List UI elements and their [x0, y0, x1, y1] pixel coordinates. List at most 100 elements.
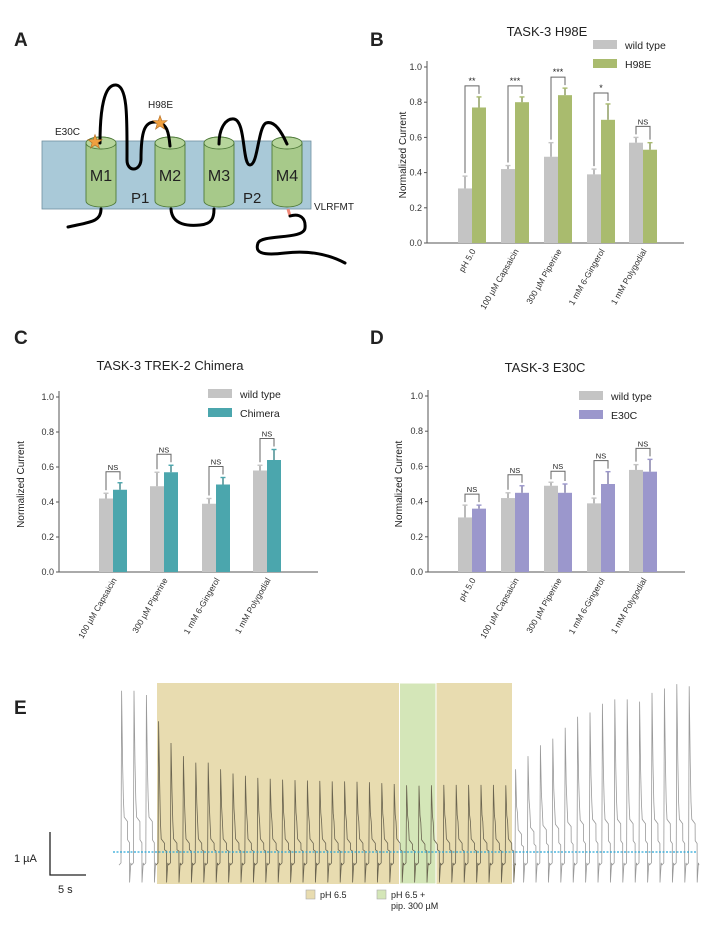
- helix-label-m4: M4: [276, 168, 298, 185]
- current-sweep: [242, 775, 256, 883]
- current-sweep: [267, 778, 281, 883]
- y-tick-label: 0.2: [41, 532, 54, 542]
- current-sweep: [403, 785, 417, 883]
- current-sweep: [155, 721, 169, 883]
- significance-label: NS: [638, 439, 648, 448]
- current-sweep: [490, 784, 504, 883]
- current-sweep: [416, 785, 430, 883]
- legend-swatch-ph65: [305, 889, 316, 900]
- cterm-label: VLRFMT: [314, 202, 354, 213]
- bar-mutant: [643, 149, 657, 243]
- significance-label: NS: [211, 458, 221, 467]
- n-terminus: [66, 207, 103, 229]
- significance-bracket: [635, 125, 651, 140]
- bar-wild-type: [99, 498, 113, 572]
- panel-label-e: E: [14, 698, 27, 719]
- bar-wild-type: [501, 498, 515, 572]
- legend-label: wild type: [624, 40, 666, 52]
- bar-mutant: [472, 508, 486, 572]
- panel-label-b: B: [370, 30, 384, 51]
- current-sweep: [217, 769, 231, 883]
- legend-label: wild type: [239, 389, 281, 401]
- x-tick-label: pH 5.0: [457, 247, 478, 274]
- current-sweep: [611, 699, 625, 883]
- x-tick-label: 1 mM Polygodial: [609, 247, 649, 307]
- current-sweep: [118, 690, 132, 883]
- x-tick-label: 1 mM 6-Gingerol: [566, 576, 606, 636]
- y-tick-label: 0.8: [41, 427, 54, 437]
- legend-swatch: [208, 408, 232, 417]
- current-sweep: [686, 686, 700, 883]
- current-sweep: [661, 688, 675, 883]
- channel-topology-diagram: M1 M2 M3 M4 E30C H98E P1 P2 VLRFMT: [41, 83, 354, 265]
- y-axis-label: Normalized Current: [16, 441, 27, 528]
- bar-wild-type: [150, 486, 164, 572]
- bar-wild-type: [587, 503, 601, 572]
- y-tick-label: 0.0: [410, 567, 423, 577]
- current-sweep: [549, 738, 563, 883]
- current-sweep: [230, 773, 244, 883]
- current-sweep: [673, 684, 687, 883]
- significance-bracket: [507, 85, 523, 163]
- panel-label-a: A: [14, 30, 28, 51]
- current-trace-panel: 1 µA 5 s pH 6.5 pH 6.5 +pip. 300 µM: [14, 682, 700, 911]
- bar-mutant: [515, 492, 529, 572]
- legend-label-ph65-piperine: pH 6.5 +: [391, 890, 425, 900]
- bar-chart-chimera: TASK-3 TREK-2 Chimera 0.0 0.2 0.4 0.6 0.8 1.0 N…: [16, 358, 318, 640]
- y-tick-label: 0.2: [410, 532, 423, 542]
- significance-bracket: [208, 466, 224, 496]
- significance-label: ***: [553, 67, 564, 77]
- bar-wild-type: [629, 142, 643, 243]
- significance-bracket: [593, 460, 609, 496]
- chart-title: TASK-3 E30C: [505, 360, 586, 375]
- legend-label: E30C: [611, 410, 638, 422]
- current-sweep: [341, 781, 355, 883]
- helix-label-m3: M3: [208, 168, 230, 185]
- legend-label: H98E: [625, 59, 651, 71]
- y-tick-label: 0.2: [409, 203, 422, 213]
- legend-label-ph65: pH 6.5: [320, 890, 347, 900]
- current-sweep: [180, 756, 194, 883]
- current-sweep: [205, 762, 219, 883]
- x-tick-label: 1 mM Polygodial: [609, 576, 649, 636]
- legend-swatch: [593, 40, 617, 49]
- current-sweep: [624, 699, 638, 883]
- current-sweep: [304, 780, 318, 883]
- pore-label-p2: P2: [243, 190, 261, 207]
- significance-label: NS: [108, 463, 118, 472]
- y-tick-label: 0.0: [409, 238, 422, 248]
- panel-label-c: C: [14, 328, 28, 349]
- significance-label: NS: [510, 466, 520, 475]
- x-tick-label: 100 µM Capsaicin: [478, 576, 521, 640]
- current-sweep: [428, 785, 442, 883]
- legend-label: wild type: [610, 391, 652, 403]
- y-tick-label: 0.6: [409, 132, 422, 142]
- current-sweep: [562, 727, 576, 883]
- legend-swatch: [579, 391, 603, 400]
- significance-label: NS: [159, 445, 169, 454]
- significance-bracket: [464, 493, 480, 503]
- bar-mutant: [267, 460, 281, 572]
- bar-chart-h98e: TASK-3 H98E 0.0 0.2 0.4 0.6 0.8 1.0 Normalized …: [398, 24, 684, 311]
- current-sweep: [192, 762, 206, 883]
- significance-label: NS: [553, 462, 563, 471]
- significance-label: NS: [467, 485, 477, 494]
- significance-label: ***: [510, 76, 521, 86]
- bar-mutant: [164, 472, 178, 572]
- current-sweep: [316, 780, 330, 883]
- legend-swatch: [579, 410, 603, 419]
- current-sweep: [525, 756, 539, 883]
- bar-wild-type: [544, 156, 558, 243]
- ph65-shading: [157, 683, 512, 884]
- y-tick-label: 0.6: [41, 462, 54, 472]
- ph65-piperine-shading: [399, 682, 437, 885]
- bar-wild-type: [501, 169, 515, 243]
- current-sweep: [391, 783, 405, 883]
- y-tick-label: 1.0: [409, 62, 422, 72]
- current-sweep: [366, 782, 380, 883]
- current-sweep: [143, 694, 157, 883]
- star-icon-h98e: [152, 114, 168, 130]
- bar-mutant: [515, 102, 529, 243]
- significance-bracket: [105, 471, 121, 491]
